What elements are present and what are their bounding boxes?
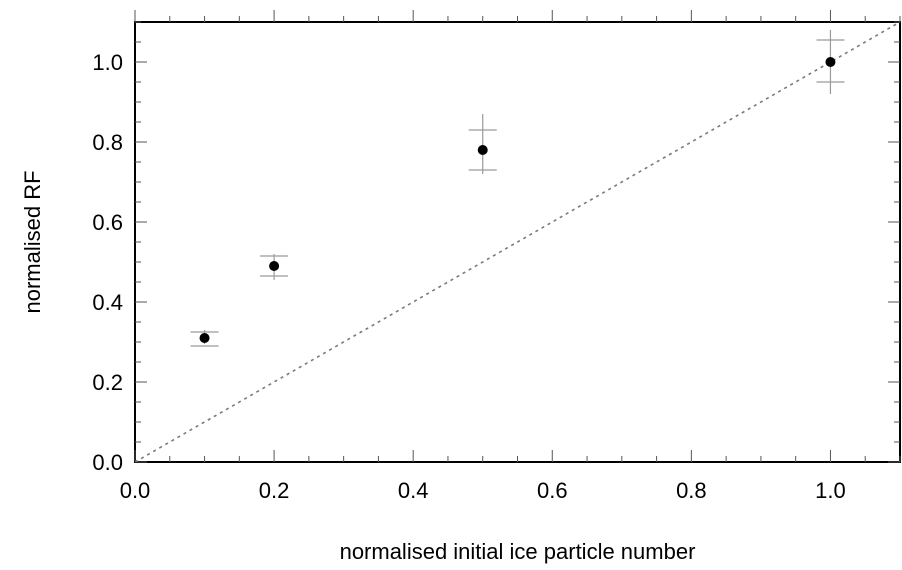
y-tick-label-2: 0.4 (92, 290, 123, 315)
y-axis-title: normalised RF (20, 170, 45, 313)
data-point-2 (477, 145, 488, 155)
error-bars-group (190, 30, 845, 347)
y-tick-label-4: 0.8 (92, 130, 123, 155)
points-group (199, 57, 836, 343)
reference-line-group (134, 21, 901, 463)
tick-labels-group: 0.0 0.2 0.4 0.6 0.8 1.0 0.0 0.2 0.4 0.6 0.8 1.0 (92, 50, 845, 503)
y-tick-label-5: 1.0 (92, 50, 123, 75)
y-tick-label-1: 0.2 (92, 370, 123, 395)
y-tick-label-3: 0.6 (92, 210, 123, 235)
x-tick-label-3: 0.6 (537, 478, 568, 503)
x-tick-label-2: 0.4 (398, 478, 429, 503)
data-point-0 (199, 333, 210, 343)
data-point-3 (825, 57, 836, 67)
x-tick-label-0: 0.0 (120, 478, 151, 503)
data-point-1 (269, 261, 280, 271)
x-tick-label-4: 0.8 (676, 478, 707, 503)
ticks-group (134, 10, 901, 463)
x-tick-label-1: 0.2 (259, 478, 290, 503)
x-tick-label-5: 1.0 (815, 478, 846, 503)
y-tick-label-0: 0.0 (92, 450, 123, 475)
x-axis-title: normalised initial ice particle number (340, 539, 696, 564)
one-to-one-reference-line (134, 21, 901, 463)
